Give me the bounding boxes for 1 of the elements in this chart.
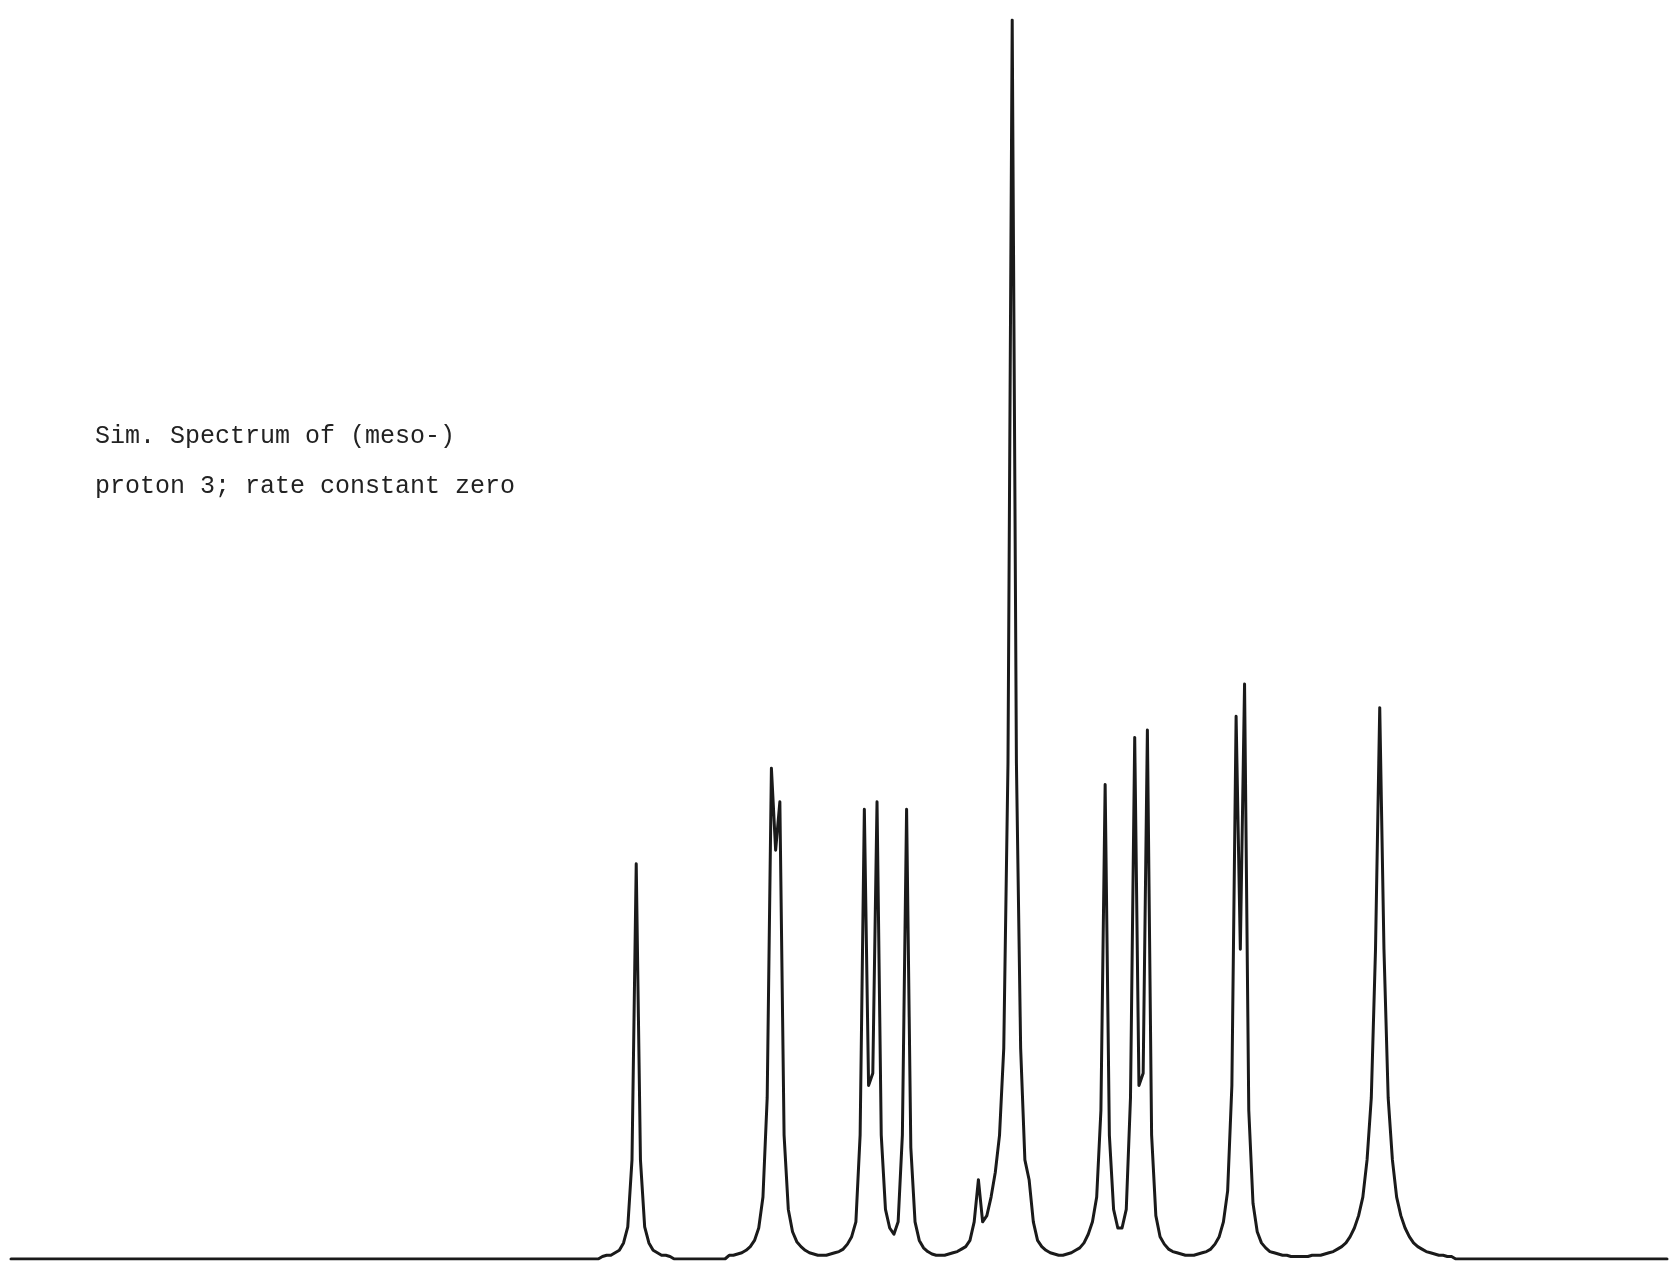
text: Sim. Spectrum of (meso-) proton 3; rate constant zero bbox=[95, 421, 516, 501]
